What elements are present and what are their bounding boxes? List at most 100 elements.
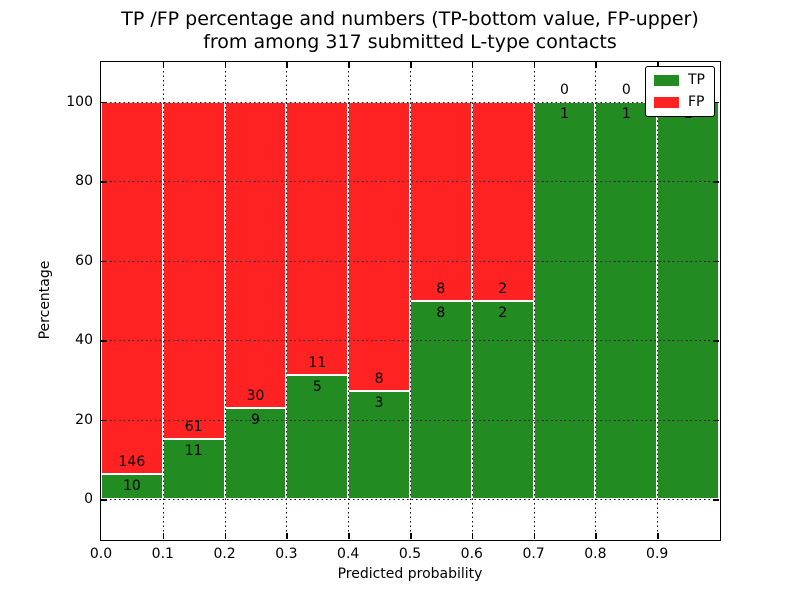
gridline-y [101,260,719,262]
tick-mark-bottom [410,533,412,539]
fp-count-label: 61 [184,418,203,435]
tick-mark-right [713,419,719,422]
chart-title-line1: TP /FP percentage and numbers (TP-bottom… [121,8,699,30]
legend-label-tp: TP [688,72,705,88]
y-axis-label: Percentage [37,260,53,340]
bar-segment-fp [286,101,349,376]
bar-segment-fp [471,101,534,301]
legend-entry-tp: TP [654,73,705,88]
legend-swatch-fp [654,97,679,108]
tp-count-label: 1 [560,105,569,122]
bar-segment-tp [101,473,163,500]
gridline-x [410,62,411,539]
x-tick-label: 0.9 [646,546,669,562]
x-tick-label: 0.6 [460,546,483,562]
gridline-x [348,62,350,539]
x-tick-label: 0.5 [398,546,422,562]
x-tick-label: 0.1 [151,546,174,562]
tick-mark-right [713,260,719,263]
gridline-x [286,62,288,539]
tick-mark-right [713,499,719,501]
bar-segment-fp [162,101,225,439]
fp-count-label: 0 [560,81,569,98]
tick-mark-right [713,181,719,183]
tick-mark-bottom [348,533,350,539]
gridline-x [224,62,226,539]
tick-mark-top [162,62,165,68]
fp-count-label: 30 [246,387,265,404]
bar-segment-tp [162,438,225,500]
tick-mark-bottom [286,533,288,539]
tick-mark-top [348,62,350,68]
x-tick-label: 0.4 [337,546,360,562]
legend-label-fp: FP [688,94,705,110]
gridline-y [101,181,719,183]
bar-segment-tp [286,375,349,500]
legend-entry-fp: FP [654,95,705,110]
tick-mark-bottom [162,533,165,539]
gridline-y [101,101,719,103]
gridline-x [533,62,535,539]
bar-segment-fp [348,101,410,391]
fp-count-label: 0 [621,81,631,98]
tick-mark-top [533,62,536,68]
tick-mark-right [713,340,719,342]
fp-count-label: 8 [374,370,384,387]
y-tick-label: 80 [75,173,93,190]
tick-mark-bottom [224,533,227,539]
x-tick-label: 0.7 [522,546,545,562]
legend-swatch-tp [654,75,679,86]
x-tick-label: 0.0 [89,546,113,562]
tick-mark-left [101,419,107,422]
y-tick-label: 100 [66,93,93,110]
fp-count-label: 146 [118,453,146,470]
tp-count-label: 9 [251,411,260,428]
tp-count-label: 3 [374,394,384,411]
y-tick-label: 20 [75,411,93,428]
tick-mark-top [471,62,474,68]
fp-count-label: 11 [308,355,327,372]
x-tick-label: 0.3 [275,546,298,562]
tick-mark-left [101,101,107,104]
tp-count-label: 5 [312,379,322,396]
bar-segment-tp [657,101,719,500]
gridline-y [101,499,719,501]
tick-mark-left [101,181,107,183]
gridline-x [471,62,473,539]
tick-mark-top [286,62,288,68]
tick-mark-top [410,62,412,68]
bar-segment-fp [224,101,287,408]
tp-count-label: 11 [184,442,203,459]
tick-mark-left [101,340,107,342]
bar-segment-fp [101,101,163,474]
tp-count-label: 1 [621,105,631,122]
chart-title-line2: from among 317 submitted L-type contacts [203,31,617,53]
tp-count-label: 8 [436,304,446,321]
legend: TP FP [645,66,715,117]
tick-mark-right [713,101,719,104]
x-axis-label: Predicted probability [337,566,483,582]
fp-count-label: 2 [498,280,508,297]
bar-segment-tp [595,101,658,500]
bar-segment-fp [410,101,472,301]
tick-mark-left [101,499,107,501]
tick-mark-top [595,62,597,68]
bar-segment-tp [471,300,534,500]
bar-segment-tp [410,300,472,500]
tick-mark-bottom [533,533,536,539]
tick-mark-top [657,62,659,68]
y-tick-label: 0 [84,491,93,508]
tp-count-label: 10 [122,477,141,494]
tick-mark-left [101,260,107,263]
bar-segment-tp [533,101,596,500]
y-tick-label: 40 [75,332,93,349]
tick-mark-bottom [471,533,474,539]
chart-title: TP /FP percentage and numbers (TP-bottom… [101,8,719,54]
gridline-x [162,62,164,539]
x-tick-label: 0.8 [584,546,607,562]
tp-count-label: 2 [498,304,508,321]
tick-mark-bottom [657,533,659,539]
fp-count-label: 8 [436,280,446,297]
x-tick-label: 0.2 [213,546,236,562]
